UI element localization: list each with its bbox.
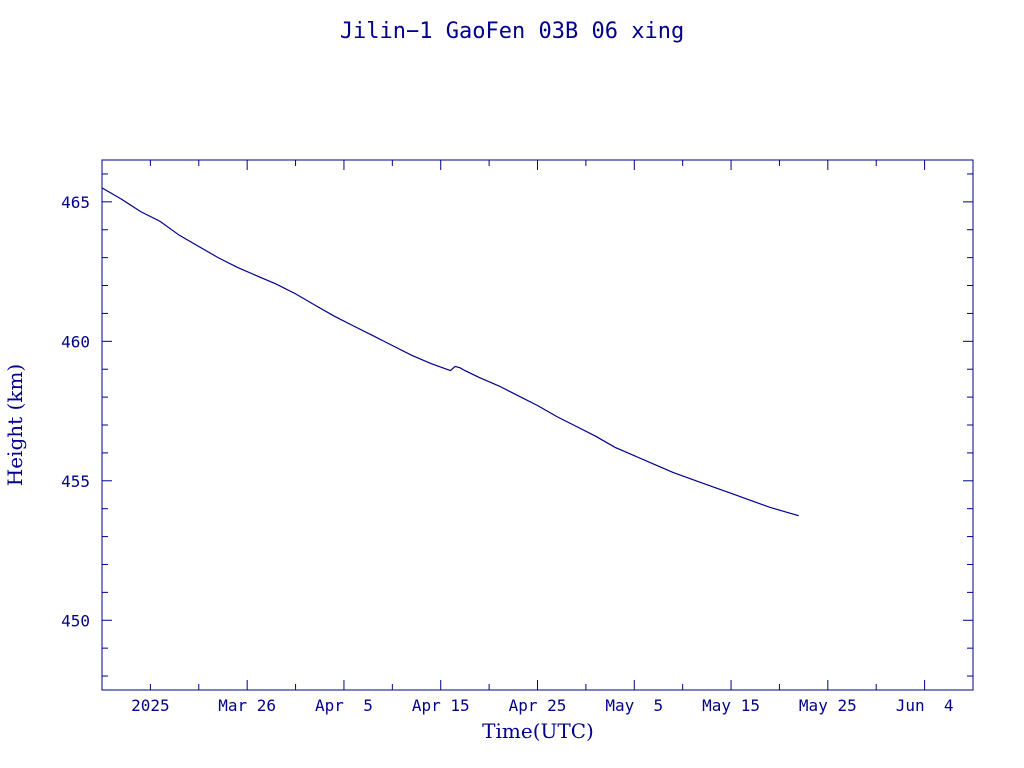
y-tick-label: 465 [61,193,90,212]
chart-title: Jilin−1 GaoFen 03B 06 xing [340,19,684,44]
x-axis-label: Time(UTC) [482,719,594,743]
x-tick-label: Apr 15 [412,696,470,715]
x-tick-label: May 25 [799,696,857,715]
y-tick-label: 450 [61,611,90,630]
x-tick-label: May 15 [702,696,760,715]
y-tick-label: 460 [61,332,90,351]
tick-labels: 450 455 460 465 2025 Mar 26 Apr 5 Apr 15 Apr 25 M… [61,193,953,715]
x-tick-label: 2025 [131,696,170,715]
x-tick-label: Mar 26 [218,696,276,715]
series-group [101,187,799,517]
axis-ticks [102,160,973,690]
x-tick-label: Jun 4 [896,696,954,715]
x-tick-label: May 5 [605,696,663,715]
y-tick-label: 455 [61,472,90,491]
series-line [101,187,799,517]
x-tick-label: Apr 5 [315,696,373,715]
plot-frame [101,159,974,691]
x-tick-label: Apr 25 [509,696,567,715]
y-axis-label: Height (km) [3,364,27,486]
